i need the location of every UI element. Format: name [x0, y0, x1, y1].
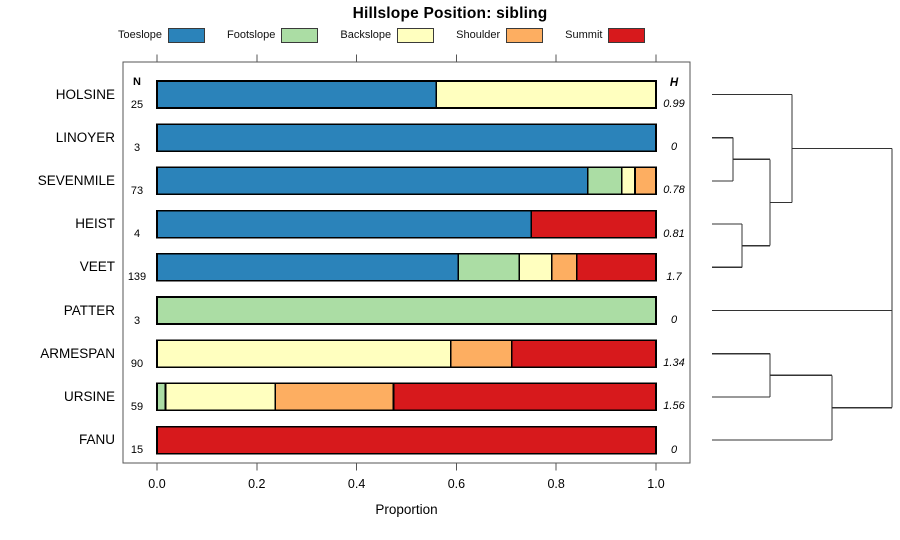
bar-segment-backslope — [156, 339, 452, 369]
bar-segment-backslope — [435, 80, 657, 109]
x-tick-label: 0.8 — [547, 477, 565, 491]
n-value: 15 — [130, 444, 144, 457]
n-value: 73 — [130, 184, 144, 197]
row-label: FANU — [78, 432, 115, 448]
row-label: SEVENMILE — [37, 172, 115, 188]
legend-swatch — [281, 27, 319, 43]
bar-segment-toeslope — [156, 209, 533, 239]
h-value: 0.78 — [663, 184, 685, 197]
legend-label: Footslope — [227, 29, 276, 41]
legend-label: Summit — [565, 29, 603, 41]
chart-title: Hillslope Position: sibling — [352, 5, 548, 22]
bar-segment-toeslope — [156, 123, 657, 152]
x-tick-label: 0.4 — [347, 477, 366, 491]
legend-swatch — [608, 27, 646, 43]
x-tick-label: 0.6 — [447, 477, 466, 491]
x-tick-label: 0.2 — [248, 477, 266, 491]
bar-segment-footslope — [457, 253, 521, 282]
bar-segment-toeslope — [156, 253, 460, 282]
h-column-header: H — [669, 76, 679, 89]
x-axis-title: Proportion — [375, 502, 438, 517]
h-value: 1.34 — [663, 357, 685, 370]
legend-entry-toeslope: Toeslope — [118, 27, 206, 43]
bar-segment-shoulder — [450, 339, 513, 369]
legend-entry-summit: Summit — [565, 27, 646, 43]
row-label: HEIST — [75, 216, 115, 232]
legend-swatch — [397, 27, 435, 43]
h-value: 0 — [670, 314, 678, 326]
legend-entry-footslope: Footslope — [227, 27, 319, 43]
bar-segment-shoulder — [274, 382, 395, 412]
row-label: ARMESPAN — [40, 345, 115, 361]
n-value: 25 — [130, 98, 144, 111]
n-value: 139 — [127, 271, 147, 284]
legend: Toeslope Footslope Backslope Shoulder Summit — [118, 27, 646, 43]
bar-segment-shoulder — [550, 253, 578, 282]
bar-segment-summit — [530, 209, 657, 239]
row-label: HOLSINE — [55, 86, 115, 102]
bar-segment-summit — [575, 253, 657, 282]
n-value: 59 — [130, 400, 144, 413]
row-label: URSINE — [63, 388, 115, 404]
bar-segment-footslope — [156, 296, 657, 325]
h-value: 0 — [670, 141, 678, 154]
h-value: 1.56 — [663, 400, 685, 413]
h-value: 0.81 — [663, 227, 685, 240]
bar-segment-summit — [510, 339, 657, 369]
x-tick-label: 0.0 — [148, 477, 166, 491]
h-value: 0.99 — [663, 98, 685, 110]
bar-segment-toeslope — [156, 80, 438, 109]
bar-segment-summit — [392, 382, 657, 412]
x-tick-label: 1.0 — [647, 477, 665, 491]
legend-label: Shoulder — [456, 29, 501, 41]
legend-swatch — [168, 27, 206, 43]
bar-segment-backslope — [518, 253, 553, 282]
legend-swatch — [506, 27, 544, 43]
bar-segment-footslope — [156, 382, 167, 412]
row-label: PATTER — [63, 302, 115, 318]
bar-segment-toeslope — [156, 166, 589, 196]
bar-segment-backslope — [620, 166, 636, 196]
legend-label: Backslope — [340, 29, 392, 41]
bar-segment-backslope — [164, 382, 277, 412]
h-value: 0 — [670, 443, 678, 456]
n-value: 90 — [130, 357, 144, 370]
n-value: 4 — [133, 228, 141, 241]
legend-label: Toeslope — [118, 29, 163, 41]
row-label: VEET — [79, 259, 115, 275]
row-label: LINOYER — [55, 129, 115, 145]
legend-entry-backslope: Backslope — [340, 27, 435, 43]
plot-panel-border — [122, 61, 691, 464]
n-value: 3 — [133, 141, 141, 154]
bar-segment-shoulder — [634, 166, 657, 196]
n-column-header: N — [133, 75, 141, 88]
n-value: 3 — [133, 314, 141, 327]
bar-segment-summit — [156, 425, 657, 455]
h-value: 1.7 — [666, 270, 682, 283]
bar-segment-footslope — [586, 166, 623, 196]
legend-entry-shoulder: Shoulder — [456, 27, 544, 43]
